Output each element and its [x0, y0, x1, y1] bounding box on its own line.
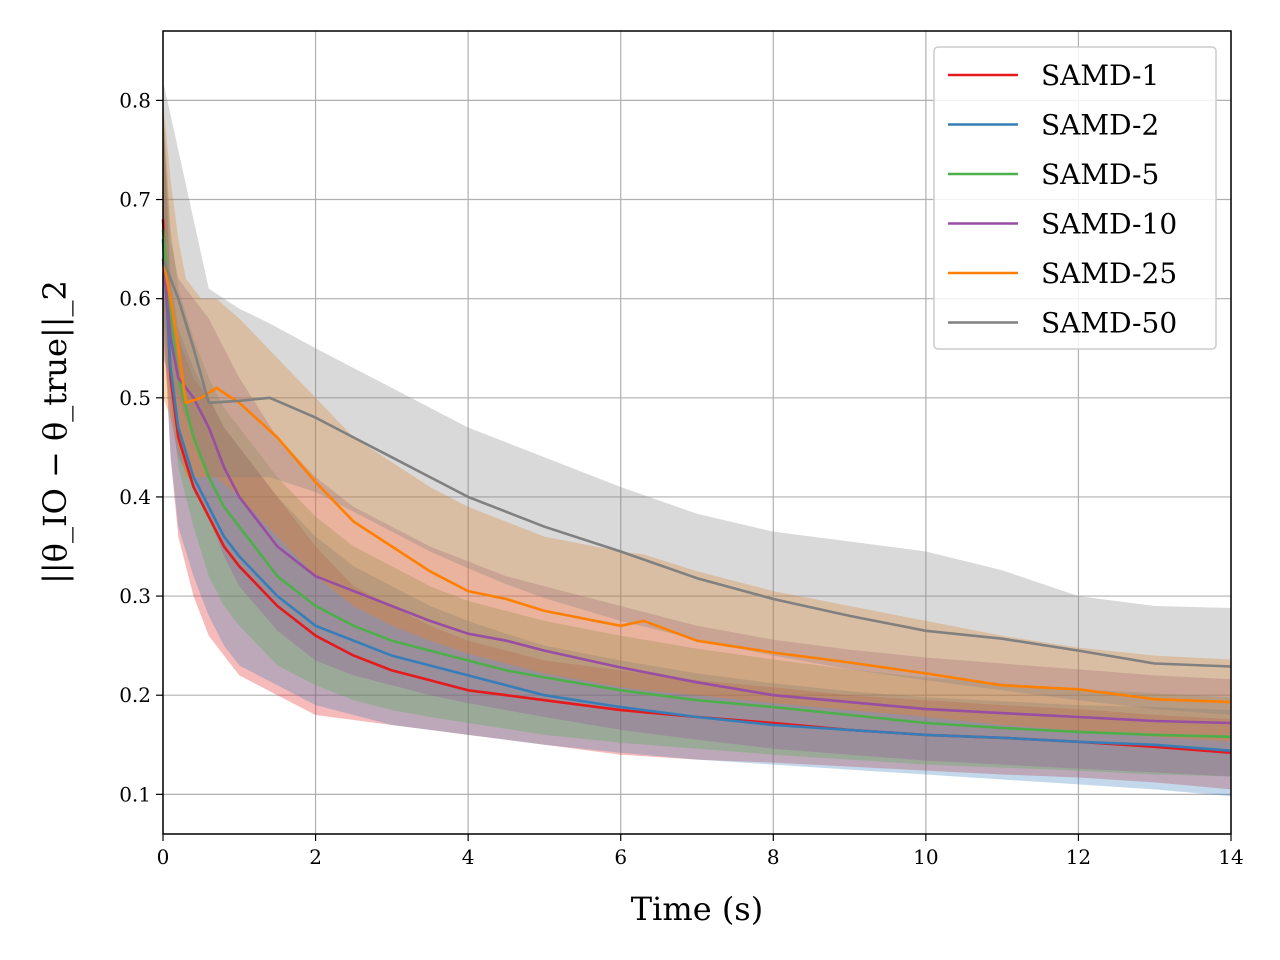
band-samd-2 [163, 100, 1231, 797]
x-axis: 0 2 4 6 8 10 12 14 [157, 834, 1244, 869]
y-tick-label: 0.1 [119, 782, 151, 806]
legend-label-samd-25: SAMD-25 [1041, 257, 1177, 290]
y-tick-label: 0.4 [119, 485, 151, 509]
y-tick-label: 0.5 [119, 386, 151, 410]
band-samd-25 [163, 100, 1231, 742]
x-tick-label: 14 [1218, 845, 1243, 869]
band-samd-50 [163, 80, 1231, 716]
y-axis: 0.1 0.2 0.3 0.4 0.5 0.6 0.7 0.8 [119, 88, 163, 806]
y-tick-label: 0.7 [119, 188, 151, 212]
y-tick-label: 0.2 [119, 683, 151, 707]
x-tick-label: 2 [309, 845, 322, 869]
legend-label-samd-50: SAMD-50 [1041, 307, 1177, 340]
plot-frame [162, 30, 1232, 835]
y-tick-label: 0.3 [119, 584, 151, 608]
y-tick-label: 0.6 [119, 287, 151, 311]
legend-box [933, 46, 1217, 350]
x-tick-label: 0 [157, 845, 170, 869]
legend-label-samd-2: SAMD-2 [1041, 109, 1159, 142]
x-tick-label: 4 [462, 845, 475, 869]
x-axis-label: Time (s) [631, 890, 763, 928]
band-samd-10 [163, 120, 1231, 777]
legend-label-samd-5: SAMD-5 [1041, 158, 1159, 191]
line-samd-10 [161, 258, 1232, 725]
legend: SAMD-1 SAMD-2 SAMD-5 SAMD-10 SAMD-25 SAMD-50 [933, 46, 1217, 350]
legend-label-samd-1: SAMD-1 [1041, 59, 1159, 92]
band-samd-5 [163, 100, 1231, 777]
y-tick-label: 0.8 [119, 88, 151, 112]
series-lines [161, 219, 1232, 754]
line-samd-5 [161, 229, 1232, 739]
line-samd-50 [161, 258, 1232, 668]
x-tick-label: 6 [614, 845, 627, 869]
x-tick-label: 8 [767, 845, 780, 869]
x-tick-label: 10 [913, 845, 938, 869]
y-axis-label: ||θ_IO − θ_true||_2 [36, 280, 74, 584]
line-samd-2 [161, 239, 1232, 752]
x-tick-label: 12 [1066, 845, 1091, 869]
legend-label-samd-10: SAMD-10 [1041, 208, 1177, 241]
line-samd-25 [161, 258, 1232, 704]
